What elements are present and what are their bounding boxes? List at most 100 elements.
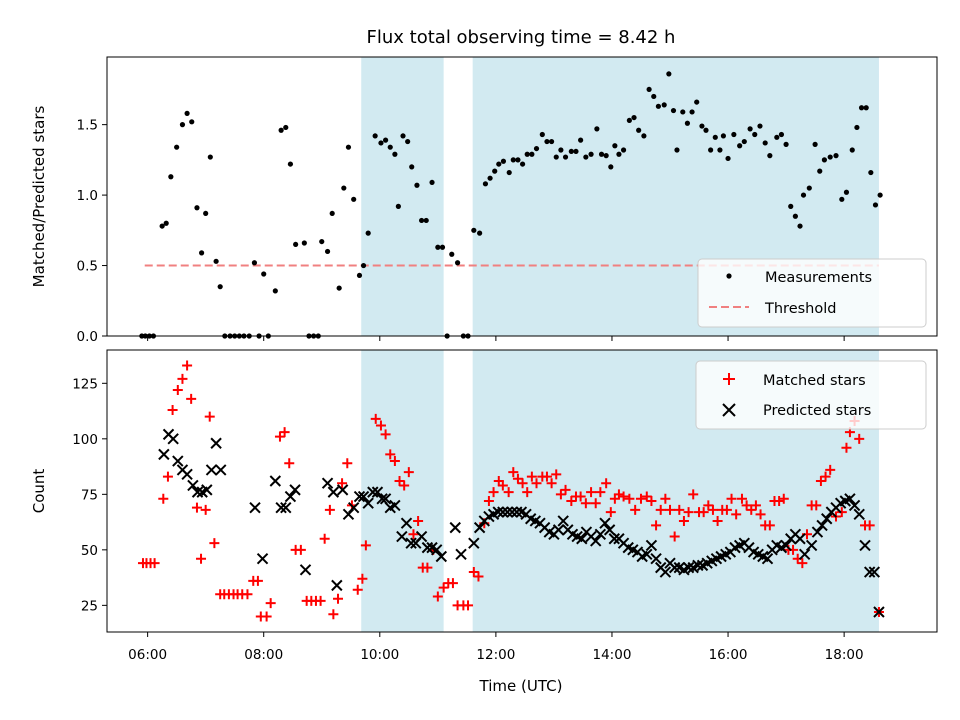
matched-star-point (736, 493, 747, 504)
panel-counts: 06:00 08:00 10:00 12:00 14:00 16:00 18:00 25 50 7… (30, 349, 938, 695)
predicted-star-point (645, 539, 658, 552)
measurement-point (708, 147, 714, 153)
measurement-point (573, 148, 579, 155)
measurement-point (482, 181, 489, 187)
matched-star-point (333, 593, 344, 604)
measurement-point (737, 143, 743, 149)
predicted-star-point (492, 506, 504, 518)
measurement-point (383, 137, 389, 143)
predicted-star-point (181, 468, 193, 481)
measurement-point (562, 154, 569, 160)
measurement-point (817, 168, 823, 174)
x-tick-label-6: 18:00 (825, 647, 864, 663)
predicted-star-point (798, 548, 811, 560)
measurement-point (487, 175, 493, 181)
matched-star-point (158, 493, 169, 504)
predicted-star-point (641, 548, 653, 560)
measurement-point (731, 131, 737, 138)
measurement-point (510, 157, 516, 163)
matched-star-point (352, 584, 363, 595)
measurement-point (356, 272, 363, 279)
matched-star-point (512, 473, 523, 484)
measurement-point (345, 144, 352, 150)
matched-star-point (618, 491, 629, 502)
matched-star-point (683, 507, 694, 518)
measurement-point (767, 153, 773, 159)
matched-star-point (200, 504, 211, 515)
predicted-star-point (321, 477, 334, 489)
matched-star-point (503, 487, 514, 498)
predicted-star-point (167, 433, 179, 445)
predicted-star-point (275, 501, 287, 514)
matched-star-point (522, 487, 533, 498)
predicted-star-point (761, 553, 774, 565)
predicted-star-point (299, 564, 312, 576)
predicted-star-point (331, 579, 343, 592)
x-tick-label-5: 16:00 (709, 647, 748, 663)
matched-star-point (560, 484, 571, 495)
measurement-point (272, 288, 278, 294)
matched-star-point (590, 498, 601, 509)
matched-star-point (551, 469, 562, 480)
matched-star-point (432, 591, 443, 602)
predicted-star-point (557, 515, 569, 527)
predicted-star-point (347, 501, 360, 514)
measurement-point (578, 137, 584, 143)
observing-window-0 (361, 57, 444, 336)
predicted-star-point (859, 539, 871, 552)
measurement-point (843, 189, 850, 195)
matched-star-point (815, 476, 826, 487)
predicted-star-point (805, 539, 818, 552)
matched-star-point (778, 493, 789, 504)
predicted-star-point (284, 490, 297, 503)
matched-star-point (172, 384, 183, 395)
measurement-point (293, 241, 299, 248)
predicted-star-point (379, 493, 392, 505)
matched-star-point (635, 493, 646, 504)
predicted-star-point (659, 566, 672, 578)
measurement-point (544, 138, 550, 145)
x-axis-label: Time (UTC) (479, 677, 563, 695)
measurement-point (833, 153, 839, 159)
measurement-point (588, 151, 594, 157)
matched-star-point (508, 467, 519, 478)
measurement-point (365, 230, 371, 236)
predicted-star-point (511, 506, 523, 518)
measurement-point (821, 157, 827, 163)
measurement-point (800, 192, 807, 198)
measurement-point (778, 131, 785, 138)
predicted-star-point (396, 530, 408, 543)
predicted-star-point (873, 606, 885, 618)
predicted-star-point (187, 479, 199, 492)
matched-star-point (613, 489, 624, 500)
matched-star-point (324, 504, 335, 515)
measurement-points (139, 71, 883, 339)
matched-star-point (580, 498, 591, 509)
measurement-point (674, 147, 680, 153)
matched-star-point (337, 478, 348, 489)
x-tick-label-4: 14:00 (593, 647, 632, 663)
predicted-star-point (594, 528, 607, 541)
measurement-point (529, 151, 535, 157)
measurement-point (174, 144, 180, 150)
matched-star-point (162, 471, 173, 482)
predicted-star-point (794, 533, 806, 545)
predicted-star-point (816, 519, 828, 532)
y-tick-label-2: 75 (81, 487, 98, 503)
predicted-star-point (853, 508, 865, 521)
predicted-star-point (692, 559, 704, 572)
measurement-point (287, 161, 294, 167)
x-tick-label-2: 10:00 (360, 647, 399, 663)
matched-star-point (755, 509, 766, 520)
measurement-point (858, 105, 865, 111)
matched-legend-marker (723, 373, 735, 385)
x-tick-label-0: 06:00 (128, 647, 167, 663)
matched-star-point (688, 489, 699, 500)
measurement-point (423, 217, 429, 224)
matched-star-point (375, 420, 386, 431)
measurement-point (372, 133, 378, 139)
matched-star-point (655, 504, 666, 515)
y-tick-label-0: 0.0 (77, 329, 98, 345)
measurement-point (752, 131, 758, 138)
measurement-point (439, 244, 446, 250)
